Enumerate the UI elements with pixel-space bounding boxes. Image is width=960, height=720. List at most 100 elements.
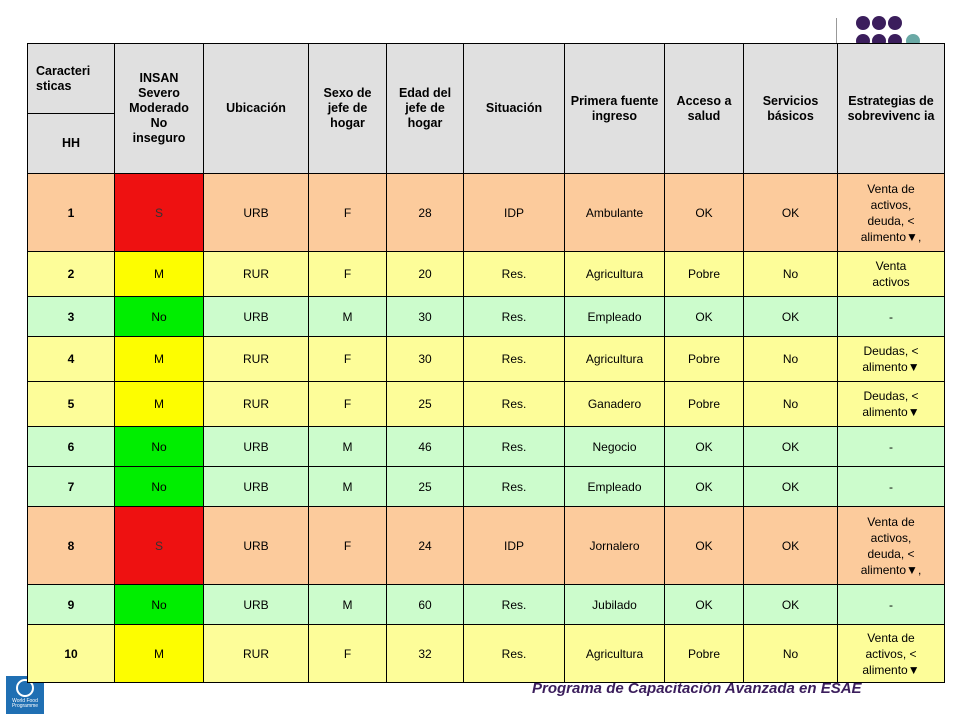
insan-legend-text: No — [150, 116, 168, 130]
edad-cell: 60 — [386, 584, 464, 625]
hh-cell: 3 — [27, 296, 115, 337]
insan-legend-line: inseguro — [118, 131, 200, 146]
sexo-cell: M — [308, 296, 387, 337]
servicios-cell: OK — [743, 584, 838, 625]
estrategias-line: Deudas, < — [863, 389, 919, 403]
ubicacion-cell: URB — [203, 506, 309, 585]
table-row: 7 No URB M 25 Res. Empleado OK OK - — [27, 466, 945, 507]
hh-cell: 7 — [27, 466, 115, 507]
insan-legend-initial: M — [129, 101, 140, 115]
fuente-cell: Agricultura — [564, 624, 665, 683]
estrategias-line: alimento▼ — [862, 662, 920, 677]
fuente-cell: Ganadero — [564, 381, 665, 427]
header-servicios: Servicios básicos — [743, 43, 838, 174]
insan-legend-line: Moderado — [118, 101, 200, 116]
ubicacion-cell: RUR — [203, 251, 309, 297]
estrategias-cell: - — [837, 296, 945, 337]
sexo-cell: F — [308, 173, 387, 252]
header-row: Caracteri sticas INSAN Severo Moderado No in… — [27, 43, 945, 174]
sexo-cell: F — [308, 251, 387, 297]
table-row: 2 M RUR F 20 Res. Agricultura Pobre No Venta activ… — [27, 251, 945, 297]
dot — [888, 16, 902, 30]
situacion-cell: Res. — [463, 251, 565, 297]
edad-cell: 32 — [386, 624, 464, 683]
dot — [856, 16, 870, 30]
header-salud: Acceso a salud — [664, 43, 744, 174]
hh-cell: 8 — [27, 506, 115, 585]
ubicacion-cell: URB — [203, 296, 309, 337]
estrategias-line: alimento▼ — [862, 405, 920, 419]
estrategias-line: activos, < — [865, 646, 917, 661]
estrategias-line: Venta — [875, 259, 907, 273]
servicios-cell: OK — [743, 173, 838, 252]
insan-legend-text: evero — [146, 86, 180, 100]
sexo-cell: F — [308, 336, 387, 382]
salud-cell: OK — [664, 426, 744, 467]
estrategias-line: deuda, < — [867, 213, 915, 228]
edad-cell: 20 — [386, 251, 464, 297]
edad-cell: 46 — [386, 426, 464, 467]
sexo-cell: M — [308, 466, 387, 507]
salud-cell: OK — [664, 506, 744, 585]
fuente-cell: Jubilado — [564, 584, 665, 625]
insan-cell: No — [114, 466, 204, 507]
hh-cell: 1 — [27, 173, 115, 252]
estrategias-line: Venta de — [867, 630, 915, 645]
servicios-cell: OK — [743, 466, 838, 507]
table-row: 9 No URB M 60 Res. Jubilado OK OK - — [27, 584, 945, 625]
situacion-cell: IDP — [463, 173, 565, 252]
fuente-cell: Jornalero — [564, 506, 665, 585]
fuente-cell: Agricultura — [564, 336, 665, 382]
ubicacion-cell: RUR — [203, 336, 309, 382]
edad-cell: 28 — [386, 173, 464, 252]
table-row: 6 No URB M 46 Res. Negocio OK OK - — [27, 426, 945, 467]
salud-cell: OK — [664, 584, 744, 625]
insan-legend-initial: S — [138, 86, 147, 100]
globe-icon — [16, 679, 34, 697]
salud-cell: Pobre — [664, 381, 744, 427]
estrategias-line: - — [889, 479, 893, 494]
insan-legend-text: inseguro — [132, 131, 186, 145]
estrategias-line: alimento▼, — [860, 229, 922, 244]
insan-legend-line: INSAN — [118, 71, 200, 86]
header-caracteristicas: Caracteri sticas — [27, 43, 115, 114]
estrategias-line: - — [889, 597, 893, 612]
hh-cell: 5 — [27, 381, 115, 427]
estrategias-cell: Venta de activos, < alimento▼ — [837, 624, 945, 683]
insan-cell: S — [114, 173, 204, 252]
servicios-cell: No — [743, 251, 838, 297]
salud-cell: Pobre — [664, 624, 744, 683]
servicios-cell: No — [743, 336, 838, 382]
hh-cell: 2 — [27, 251, 115, 297]
table-row: 5 M RUR F 25 Res. Ganadero Pobre No Deudas, < alim… — [27, 381, 945, 427]
situacion-cell: Res. — [463, 336, 565, 382]
estrategias-line: - — [889, 309, 893, 324]
insan-cell: No — [114, 426, 204, 467]
hh-cell: 9 — [27, 584, 115, 625]
hh-cell: 4 — [27, 336, 115, 382]
header-situacion: Situación — [463, 43, 565, 174]
header-ubicacion: Ubicación — [203, 43, 309, 174]
table-row: 8 S URB F 24 IDP Jornalero OK OK Venta de activos,… — [27, 506, 945, 585]
ubicacion-cell: URB — [203, 584, 309, 625]
header-insan: INSAN Severo Moderado No inseguro — [114, 43, 204, 174]
insan-legend-line: Severo — [118, 86, 200, 101]
ubicacion-cell: URB — [203, 173, 309, 252]
salud-cell: OK — [664, 466, 744, 507]
header-estrategias: Estrategias de sobrevivenc ia — [837, 43, 945, 174]
sexo-cell: F — [308, 624, 387, 683]
edad-cell: 24 — [386, 506, 464, 585]
sexo-cell: F — [308, 381, 387, 427]
dot — [872, 16, 886, 30]
header-hh: HH — [27, 113, 115, 174]
estrategias-cell: Venta de activos, deuda, < alimento▼, — [837, 173, 945, 252]
estrategias-line: activos, — [870, 530, 912, 545]
estrategias-line: alimento▼ — [862, 360, 920, 374]
estrategias-line: - — [889, 439, 893, 454]
insan-cell: M — [114, 336, 204, 382]
divider — [836, 18, 837, 48]
servicios-cell: No — [743, 381, 838, 427]
insan-legend-line: No — [118, 116, 200, 131]
table-body: 1 S URB F 28 IDP Ambulante OK OK Venta de activos,… — [27, 173, 945, 683]
hh-cell: 10 — [27, 624, 115, 683]
